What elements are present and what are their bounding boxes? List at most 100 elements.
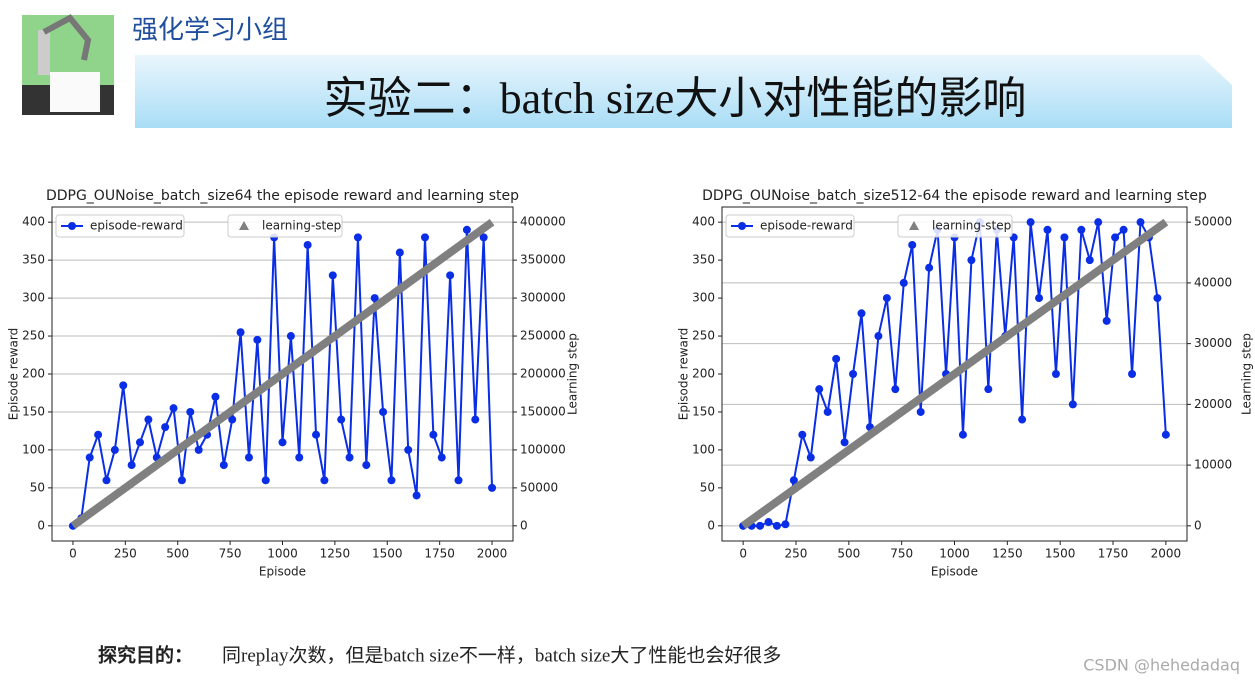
y2-tick-label: 50000 xyxy=(1194,215,1232,229)
data-point xyxy=(387,476,396,485)
x-tick-label: 0 xyxy=(739,547,747,561)
data-point xyxy=(1111,233,1120,242)
data-point xyxy=(1119,225,1128,234)
y2-axis-label: Learning step xyxy=(566,333,580,415)
data-point xyxy=(891,385,900,394)
y-tick-label: 400 xyxy=(22,215,45,229)
data-point xyxy=(412,491,421,500)
y-tick-label: 250 xyxy=(22,329,45,343)
y2-axis-label: Learning step xyxy=(1240,333,1254,415)
x-tick-label: 250 xyxy=(785,547,808,561)
data-point xyxy=(925,263,934,272)
data-point xyxy=(446,271,455,280)
data-point xyxy=(236,328,245,337)
y2-tick-label: 400000 xyxy=(520,215,566,229)
data-point xyxy=(177,476,186,485)
y-tick-label: 50 xyxy=(700,480,715,494)
y-tick-label: 150 xyxy=(692,404,715,418)
data-point xyxy=(772,521,781,530)
data-point xyxy=(916,407,925,416)
footer-label: 探究目的： xyxy=(98,643,193,666)
data-point xyxy=(1068,400,1077,409)
y-tick-label: 200 xyxy=(692,367,715,381)
y2-tick-label: 0 xyxy=(1194,518,1202,532)
data-point xyxy=(471,415,480,424)
y2-tick-label: 50000 xyxy=(520,480,558,494)
y2-tick-label: 0 xyxy=(520,518,528,532)
data-point xyxy=(395,248,404,257)
data-point xyxy=(228,415,237,424)
slide-title: 实验二：batch size大小对性能的影响 xyxy=(324,74,1027,123)
legend-box xyxy=(227,214,343,238)
data-point xyxy=(874,332,883,341)
y-tick-label: 350 xyxy=(22,253,45,267)
y2-tick-label: 30000 xyxy=(1194,336,1232,350)
y-tick-label: 150 xyxy=(22,404,45,418)
x-tick-label: 1250 xyxy=(992,547,1023,561)
x-tick-label: 500 xyxy=(837,547,860,561)
y-axis-label: Episode reward xyxy=(677,328,691,421)
y2-tick-label: 350000 xyxy=(520,253,566,267)
y-tick-label: 350 xyxy=(692,253,715,267)
x-tick-label: 1000 xyxy=(939,547,970,561)
x-tick-label: 1750 xyxy=(424,547,455,561)
data-point xyxy=(1043,225,1052,234)
x-tick-label: 1250 xyxy=(320,547,351,561)
y2-tick-label: 150000 xyxy=(520,404,566,418)
x-tick-label: 500 xyxy=(166,547,189,561)
data-point xyxy=(161,423,170,432)
y-tick-label: 200 xyxy=(22,367,45,381)
footer-text: 同replay次数，但是batch size不一样，batch size大了性能… xyxy=(222,644,781,666)
y-tick-label: 0 xyxy=(707,518,715,532)
legend-marker xyxy=(909,221,919,230)
legend-marker xyxy=(68,222,76,230)
data-point xyxy=(1051,370,1060,378)
data-point xyxy=(244,453,253,462)
y-axis-label: Episode reward xyxy=(7,328,21,421)
watermark: CSDN @hehedadaq xyxy=(1083,656,1240,675)
data-point xyxy=(849,370,858,378)
data-point xyxy=(908,240,917,249)
y-tick-label: 50 xyxy=(30,480,45,494)
y2-tick-label: 300000 xyxy=(520,291,566,305)
x-tick-label: 1750 xyxy=(1098,547,1129,561)
data-point xyxy=(488,483,497,492)
chart-title: DDPG_OUNoise_batch_size64 the episode re… xyxy=(46,188,519,204)
data-point xyxy=(1153,294,1162,303)
y-tick-label: 400 xyxy=(692,215,715,229)
data-point xyxy=(479,233,488,242)
legend-label: learning-step xyxy=(262,219,341,233)
data-point xyxy=(832,354,841,363)
data-point xyxy=(1161,430,1170,439)
data-point xyxy=(278,438,287,447)
x-tick-label: 1000 xyxy=(267,547,298,561)
data-point xyxy=(823,407,832,416)
y-tick-label: 250 xyxy=(692,329,715,343)
x-tick-label: 2000 xyxy=(477,547,508,561)
data-point xyxy=(253,335,262,344)
data-point xyxy=(337,415,346,424)
data-point xyxy=(437,453,446,462)
data-point xyxy=(295,453,304,462)
x-tick-label: 250 xyxy=(114,547,137,561)
legend-label: learning-step xyxy=(932,219,1011,233)
data-point xyxy=(1060,233,1069,242)
y2-tick-label: 10000 xyxy=(1194,458,1232,472)
data-point xyxy=(1026,218,1035,227)
data-point xyxy=(194,445,203,454)
data-point xyxy=(420,233,429,242)
data-point xyxy=(169,404,178,413)
title-banner xyxy=(135,55,1232,128)
series-line xyxy=(740,218,1169,530)
data-point xyxy=(404,445,413,454)
data-point xyxy=(219,461,228,470)
data-point xyxy=(462,225,471,234)
data-point xyxy=(857,309,866,318)
x-axis-label: Episode xyxy=(259,565,306,579)
data-point xyxy=(110,445,119,454)
data-point xyxy=(328,271,337,280)
legend-box xyxy=(897,214,1013,238)
x-tick-label: 750 xyxy=(219,547,242,561)
